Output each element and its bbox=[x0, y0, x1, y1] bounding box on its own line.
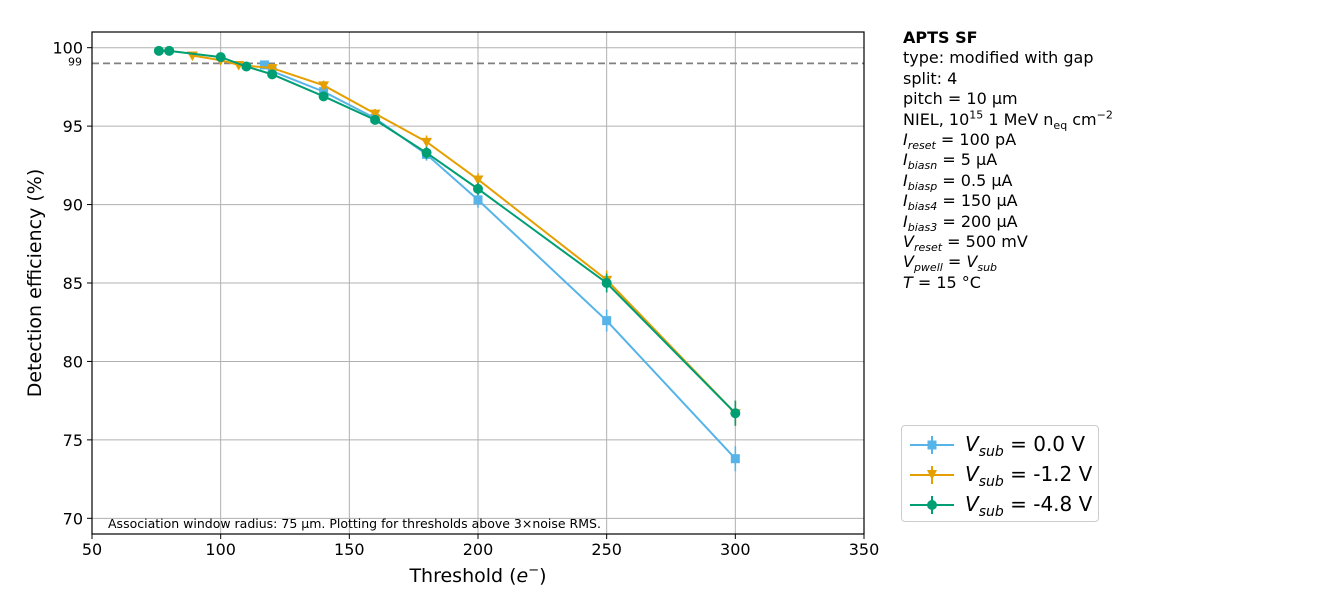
data-point bbox=[421, 147, 432, 158]
data-point bbox=[266, 64, 278, 74]
data-point bbox=[164, 45, 175, 56]
legend-label: Vsub = -1.2 V bbox=[965, 462, 1093, 490]
series-line bbox=[263, 64, 737, 460]
legend-triangle-marker-icon bbox=[910, 466, 954, 484]
y-tick-label: 85 bbox=[63, 274, 83, 293]
info-title: APTS SF bbox=[903, 28, 978, 47]
data-point bbox=[370, 114, 381, 125]
data-point bbox=[473, 183, 483, 194]
info-param: Ibiasn = 5 µA bbox=[903, 150, 998, 173]
data-point bbox=[472, 175, 484, 185]
series-group bbox=[153, 45, 741, 426]
y-tick-label: 75 bbox=[63, 431, 83, 450]
legend-entry: Vsub = -4.8 V bbox=[902, 490, 1098, 520]
x-axis-label: Threshold (e−) bbox=[408, 563, 546, 587]
reference-line-label: 99 bbox=[68, 55, 82, 68]
legend-entry: Vsub = -1.2 V bbox=[902, 460, 1098, 490]
series-line bbox=[158, 49, 737, 414]
y-tick-label: 70 bbox=[63, 509, 83, 528]
info-param: Ibias4 = 150 µA bbox=[903, 191, 1018, 214]
data-point bbox=[318, 91, 329, 102]
y-tick-label: 90 bbox=[63, 196, 83, 215]
legend: Vsub = 0.0 V Vsub = -1.2 V Vsub = -4.8 V bbox=[901, 425, 1099, 522]
x-tick-label: 100 bbox=[205, 540, 236, 559]
data-point bbox=[730, 454, 740, 464]
data-point bbox=[259, 60, 269, 70]
x-tick-label: 150 bbox=[334, 540, 365, 559]
x-tick-label: 50 bbox=[82, 540, 102, 559]
data-point bbox=[153, 45, 164, 56]
info-panel: APTS SF type: modified with gap split: 4… bbox=[903, 28, 1113, 293]
legend-circle-marker-icon bbox=[910, 496, 954, 514]
legend-entry: Vsub = 0.0 V bbox=[902, 430, 1098, 460]
info-param: Ireset = 100 pA bbox=[903, 130, 1017, 153]
data-point bbox=[601, 278, 612, 288]
data-point bbox=[267, 69, 278, 80]
info-type: type: modified with gap bbox=[903, 48, 1094, 68]
data-point bbox=[369, 109, 381, 120]
data-point bbox=[421, 137, 433, 148]
data-point bbox=[730, 408, 741, 419]
legend-square-marker-icon bbox=[910, 436, 954, 454]
data-point bbox=[318, 81, 330, 91]
info-param: Ibiasp = 0.5 µA bbox=[903, 170, 1013, 194]
series-group bbox=[186, 51, 741, 426]
annotation-text: Association window radius: 75 µm. Plotti… bbox=[108, 516, 601, 531]
x-tick-label: 300 bbox=[720, 540, 751, 559]
x-tick-label: 200 bbox=[463, 540, 494, 559]
data-point bbox=[473, 195, 483, 205]
series-line bbox=[192, 54, 737, 414]
y-tick-label: 95 bbox=[63, 117, 83, 136]
x-tick-label: 350 bbox=[849, 540, 880, 559]
info-pwell: Vpwell = Vsub bbox=[903, 252, 998, 275]
info-niel: NIEL, 1015 1 MeV neq cm−2 bbox=[903, 108, 1113, 132]
info-param: Ibias3 = 200 µA bbox=[903, 211, 1018, 234]
x-tick-label: 250 bbox=[591, 540, 622, 559]
y-tick-label: 80 bbox=[63, 352, 83, 371]
legend-label: Vsub = -4.8 V bbox=[965, 492, 1093, 520]
data-point bbox=[215, 52, 226, 63]
data-point bbox=[602, 316, 612, 326]
info-split: split: 4 bbox=[903, 68, 958, 88]
y-axis-label: Detection efficiency (%) bbox=[24, 169, 46, 397]
info-param: Vreset = 500 mV bbox=[903, 232, 1028, 255]
series-group bbox=[259, 60, 740, 472]
data-point bbox=[241, 61, 252, 72]
info-temperature: T = 15 °C bbox=[903, 272, 981, 292]
y-tick-label: 100 bbox=[52, 39, 83, 58]
info-pitch: pitch = 10 µm bbox=[903, 89, 1018, 109]
legend-label: Vsub = 0.0 V bbox=[965, 432, 1086, 460]
